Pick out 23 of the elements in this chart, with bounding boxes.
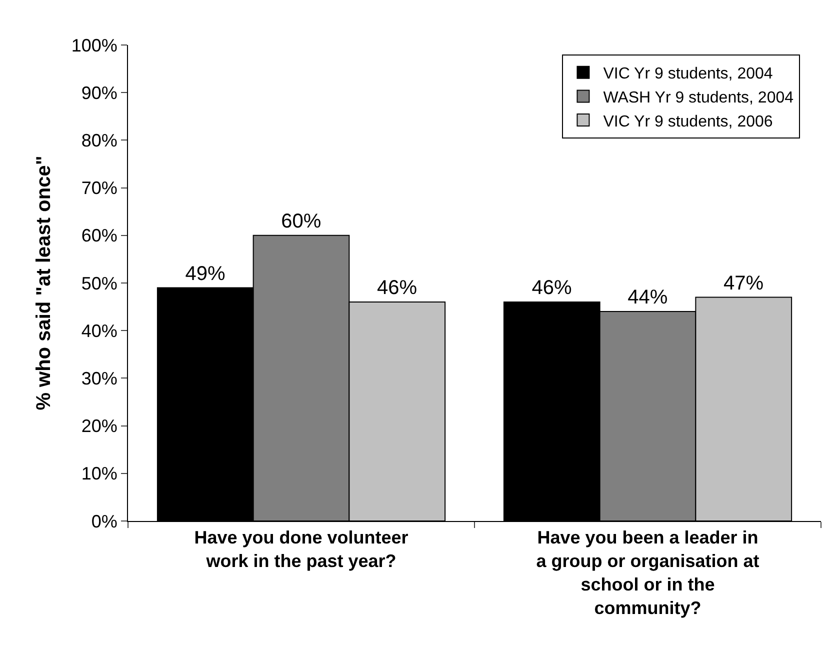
y-tick-label: 80% — [81, 130, 118, 150]
text: 46% — [376, 277, 418, 300]
y-tick-label: 100% — [71, 35, 118, 56]
legend-label: WASH Yr 9 students, 2004 — [603, 89, 794, 106]
y-tick-label: 0% — [91, 511, 118, 532]
y-tick-label: 30% — [81, 368, 118, 388]
y-tick-label: 90% — [81, 82, 118, 103]
x-tick-label: Have you done volunteer work in the past year? — [194, 528, 408, 571]
text: 60% — [281, 210, 322, 232]
y-tick-label: 20% — [81, 416, 118, 436]
legend-label: VIC Yr 9 students, 2004 — [603, 66, 773, 83]
text: 49% — [185, 262, 226, 285]
y-tick-label: 50% — [81, 273, 118, 294]
text: 46% — [532, 277, 572, 300]
legend-label: VIC Yr 9 students, 2006 — [603, 113, 773, 130]
text: 44% — [628, 286, 668, 309]
x-tick-label: Have you been a leader in a group or organisation at school or in the community? — [536, 528, 760, 618]
y-tick-label: 40% — [81, 320, 118, 341]
y-axis-title: % who said "at least once" — [32, 156, 55, 410]
y-tick-label: 10% — [81, 464, 118, 484]
text: 47% — [723, 272, 764, 294]
y-tick-label: 70% — [81, 178, 118, 198]
y-tick-label: 60% — [81, 226, 118, 246]
